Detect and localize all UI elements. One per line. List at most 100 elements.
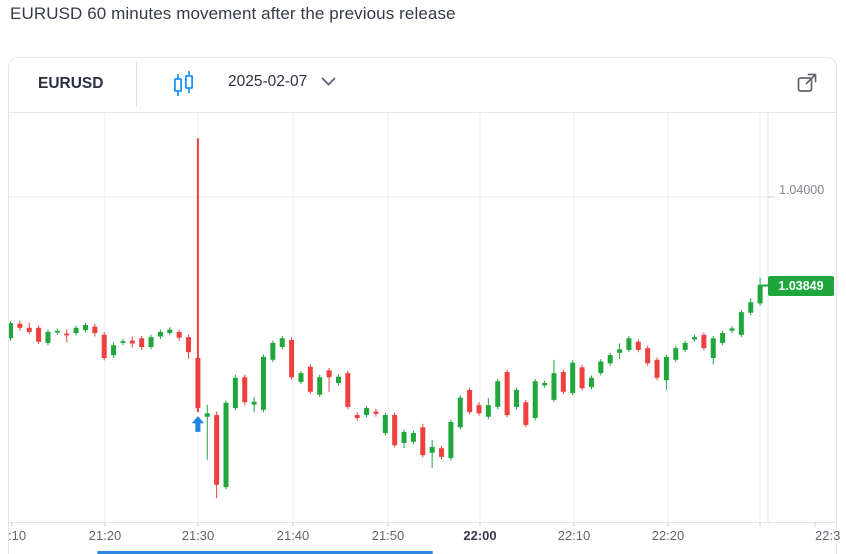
candle-body <box>729 328 735 331</box>
x-axis-label: 21:50 <box>371 528 405 543</box>
candle-body <box>495 381 501 407</box>
x-axis-label: 22:20 <box>651 528 685 543</box>
candle-body <box>710 338 716 359</box>
candle-body <box>429 447 435 453</box>
candlestick-icon[interactable] <box>171 70 197 100</box>
x-axis-label: 21:20 <box>88 528 122 543</box>
last-price-value: 1.03849 <box>778 279 824 293</box>
candle-body <box>663 356 669 381</box>
candle-body <box>720 333 726 343</box>
candle-body <box>345 373 351 407</box>
candle-body <box>467 390 473 413</box>
candle-body <box>129 340 135 344</box>
candle-body <box>607 355 613 364</box>
candle-body <box>17 323 23 328</box>
x-axis-label: :10 <box>8 528 27 543</box>
candle-body <box>204 413 210 417</box>
candle-body <box>45 331 51 343</box>
candle-body <box>111 345 117 356</box>
candle-body <box>251 401 257 405</box>
candle-body <box>270 342 276 360</box>
candle-body <box>457 397 463 428</box>
candle-body <box>354 415 360 418</box>
candle-body <box>307 366 313 392</box>
candle-body <box>513 390 519 407</box>
candle-body <box>298 373 304 382</box>
x-axis-label: 22:10 <box>557 528 591 543</box>
candle-body <box>439 448 445 457</box>
candle-body <box>382 415 388 434</box>
candle-body <box>157 331 163 337</box>
candle-body <box>476 405 482 414</box>
candle-body <box>92 326 98 334</box>
last-price-badge: 1.03849 <box>768 276 834 296</box>
candle-body <box>485 405 491 417</box>
candle-body <box>757 284 763 304</box>
candle-body <box>335 376 341 384</box>
candle-body <box>401 431 407 443</box>
candle-body <box>551 373 557 400</box>
candle-body <box>139 338 145 348</box>
candle-body <box>682 342 688 350</box>
candle-body <box>317 377 323 395</box>
candle-body <box>176 331 182 338</box>
candle-body <box>186 337 192 353</box>
x-axis-label: 22:3 <box>815 528 841 543</box>
chart-area: 1.04000 1.03849 :10 21:20 21:30 21:40 21:50 2… <box>8 112 840 554</box>
candle-body <box>560 372 566 392</box>
external-link-icon[interactable] <box>795 71 819 95</box>
candle-body <box>635 341 641 350</box>
candle-body <box>101 334 107 359</box>
page-title: EURUSD 60 minutes movement after the pre… <box>10 4 456 23</box>
candle-body <box>692 337 698 340</box>
candle-body <box>195 358 201 409</box>
candle-body <box>532 381 538 418</box>
candle-body <box>588 377 594 388</box>
release-arrow-icon <box>188 414 207 434</box>
candle-body <box>9 323 13 339</box>
candle-body <box>223 402 229 488</box>
candle-body <box>36 327 42 342</box>
candle-body <box>570 362 576 393</box>
candle-body <box>579 367 585 389</box>
candle-body <box>279 338 285 348</box>
candle-body <box>373 411 379 414</box>
candle-body <box>673 348 679 360</box>
chart-toolbar: EURUSD 2025-02-07 <box>9 58 836 112</box>
candle-body <box>232 377 238 409</box>
candle-body <box>410 433 416 442</box>
candle-body <box>504 372 510 416</box>
candlestick-chart <box>9 112 836 527</box>
x-axis-label: 21:40 <box>276 528 310 543</box>
candle-body <box>523 402 529 425</box>
candle-body <box>392 415 398 446</box>
candle-body <box>242 377 248 403</box>
toolbar-divider <box>136 62 137 107</box>
candle-body <box>148 337 154 348</box>
candle-body <box>654 359 660 378</box>
candle-body <box>64 333 70 336</box>
candle-body <box>120 341 126 343</box>
chart-card: EURUSD 2025-02-07 <box>8 57 840 554</box>
candle-body <box>260 356 266 410</box>
candle-body <box>214 415 220 485</box>
y-axis-label: 1.04000 <box>779 183 825 197</box>
x-axis-label: 21:30 <box>181 528 215 543</box>
bottom-blue-strip <box>97 551 433 554</box>
candle-body <box>626 338 632 350</box>
candle-body <box>326 370 332 378</box>
candle-body <box>645 348 651 364</box>
candle-body <box>82 324 88 331</box>
candle-body <box>54 330 60 333</box>
date-selector[interactable]: 2025-02-07 <box>228 73 336 91</box>
candle-body <box>617 349 623 353</box>
candle-body <box>289 340 295 378</box>
symbol-label: EURUSD <box>38 75 104 92</box>
candle-body <box>420 427 426 456</box>
candle-body <box>73 327 79 334</box>
candle-body <box>167 329 173 334</box>
candle-body <box>701 334 707 349</box>
candle-body <box>738 312 744 335</box>
x-axis-labels: :10 21:20 21:30 21:40 21:50 22:00 22:10 22:20 22… <box>8 526 840 554</box>
